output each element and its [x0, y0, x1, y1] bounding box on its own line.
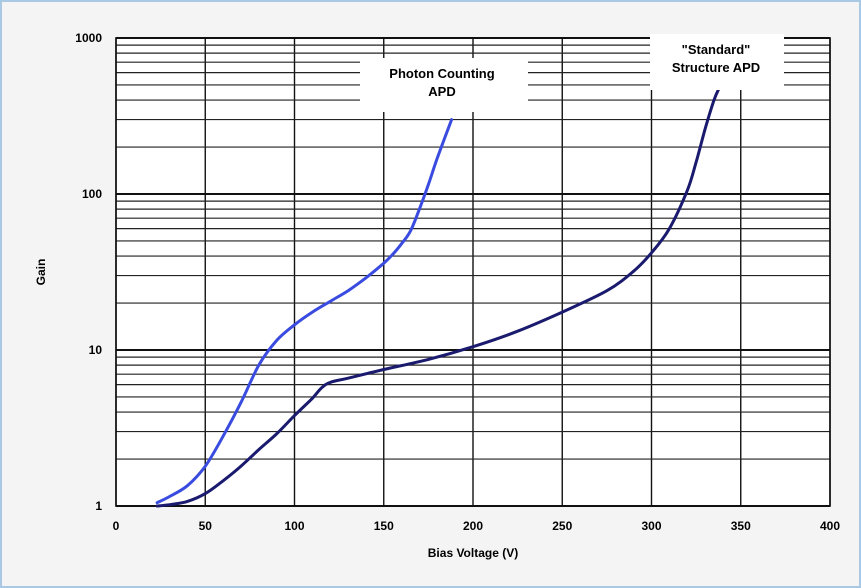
x-tick-label: 350 [731, 519, 751, 533]
photon-counting-apd-line [155, 118, 454, 505]
annotation-text: Photon Counting [389, 66, 494, 81]
grid [115, 37, 831, 507]
standard-structure-apd-label: "Standard" Structure APD [650, 34, 784, 90]
series-lines [155, 86, 721, 508]
y-axis-title: Gain [34, 259, 48, 286]
x-tick-label: 150 [374, 519, 394, 533]
annotation-text: "Standard" [682, 42, 751, 57]
x-tick-label: 300 [641, 519, 661, 533]
photon-counting-apd-label: Photon Counting APD [360, 58, 528, 112]
annotation-text: APD [428, 84, 455, 99]
x-axis-title: Bias Voltage (V) [428, 546, 518, 560]
x-tick-label: 200 [463, 519, 483, 533]
standard-structure-apd-line [155, 86, 721, 508]
annotation-background [650, 34, 784, 90]
annotations: Photon Counting APD "Standard" Structure AP… [360, 34, 784, 112]
x-tick-labels: 0 50 100 150 200 250 300 350 400 [113, 519, 841, 533]
plot-border [115, 37, 831, 507]
annotation-text: Structure APD [672, 60, 760, 75]
x-tick-label: 100 [284, 519, 304, 533]
annotation-background [360, 58, 528, 112]
y-tick-label: 10 [89, 343, 103, 357]
y-tick-label: 100 [82, 187, 102, 201]
y-tick-label: 1000 [75, 31, 102, 45]
x-tick-label: 0 [113, 519, 120, 533]
x-tick-label: 400 [820, 519, 840, 533]
x-tick-label: 250 [552, 519, 572, 533]
x-tick-label: 50 [199, 519, 213, 533]
y-tick-label: 1 [95, 499, 102, 513]
y-tick-labels: 1 10 100 1000 [75, 31, 102, 513]
